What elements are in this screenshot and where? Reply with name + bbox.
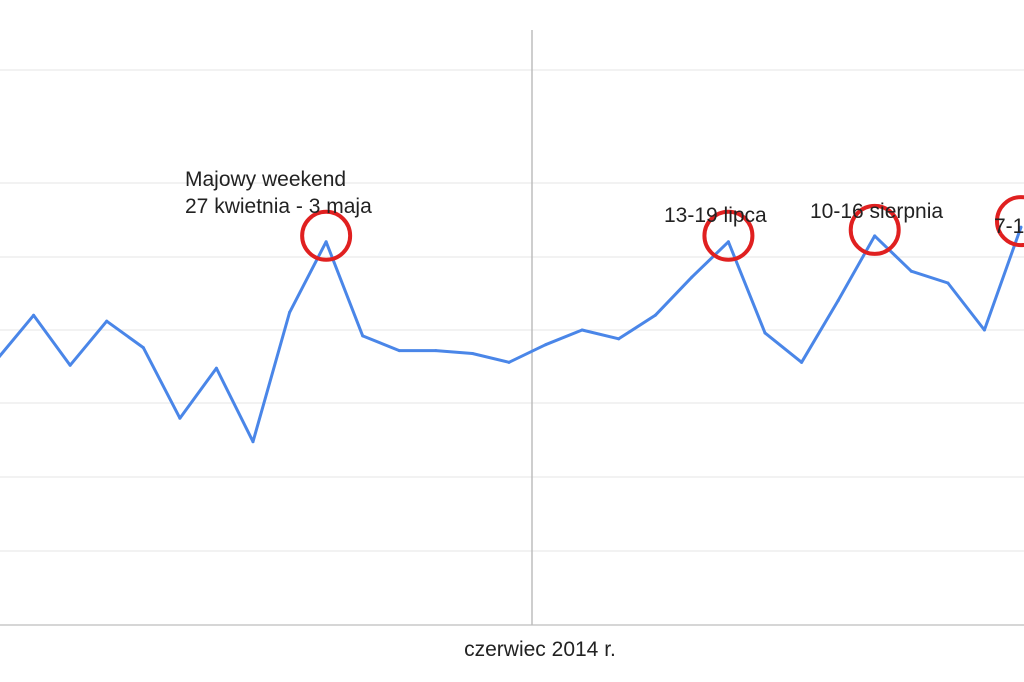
data-point-3 bbox=[105, 320, 108, 323]
data-point-27 bbox=[983, 329, 986, 332]
data-point-20 bbox=[727, 240, 730, 243]
series-polyline bbox=[0, 227, 1021, 442]
x-tick-label: czerwiec 2014 r. bbox=[464, 638, 616, 661]
highlight-circle-0 bbox=[302, 212, 350, 260]
data-point-26 bbox=[946, 281, 949, 284]
data-point-2 bbox=[69, 364, 72, 367]
data-point-4 bbox=[142, 346, 145, 349]
data-point-6 bbox=[215, 367, 218, 370]
data-point-12 bbox=[434, 349, 437, 352]
annotation-line: 7-1 bbox=[994, 215, 1024, 238]
data-point-24 bbox=[873, 234, 876, 237]
data-point-9 bbox=[325, 240, 328, 243]
data-point-16 bbox=[581, 329, 584, 332]
data-point-19 bbox=[690, 276, 693, 279]
annotation-line: Majowy weekend bbox=[185, 168, 346, 191]
data-point-14 bbox=[508, 361, 511, 364]
data-point-13 bbox=[471, 352, 474, 355]
data-point-23 bbox=[837, 299, 840, 302]
gridlines bbox=[0, 70, 1024, 625]
data-point-7 bbox=[252, 440, 255, 443]
data-point-10 bbox=[361, 334, 364, 337]
data-point-22 bbox=[800, 361, 803, 364]
data-point-1 bbox=[32, 314, 35, 317]
annotation-label-0: Majowy weekend 27 kwietnia - 3 maja bbox=[185, 168, 372, 218]
data-point-15 bbox=[544, 343, 547, 346]
annotation-label-1: 13-19 lipca bbox=[664, 204, 767, 227]
data-point-5 bbox=[178, 417, 181, 420]
data-point-8 bbox=[288, 311, 291, 314]
series-line bbox=[0, 226, 1023, 444]
data-point-25 bbox=[910, 270, 913, 273]
data-point-21 bbox=[764, 331, 767, 334]
data-point-18 bbox=[654, 314, 657, 317]
data-point-11 bbox=[398, 349, 401, 352]
annotation-label-3: 7-1 bbox=[994, 215, 1024, 238]
annotation-label-2: 10-16 sierpnia bbox=[810, 200, 943, 223]
data-point-17 bbox=[617, 337, 620, 340]
annotation-line: 27 kwietnia - 3 maja bbox=[185, 195, 372, 218]
annotation-line: 13-19 lipca bbox=[664, 204, 767, 227]
annotation-line: 10-16 sierpnia bbox=[810, 200, 943, 223]
